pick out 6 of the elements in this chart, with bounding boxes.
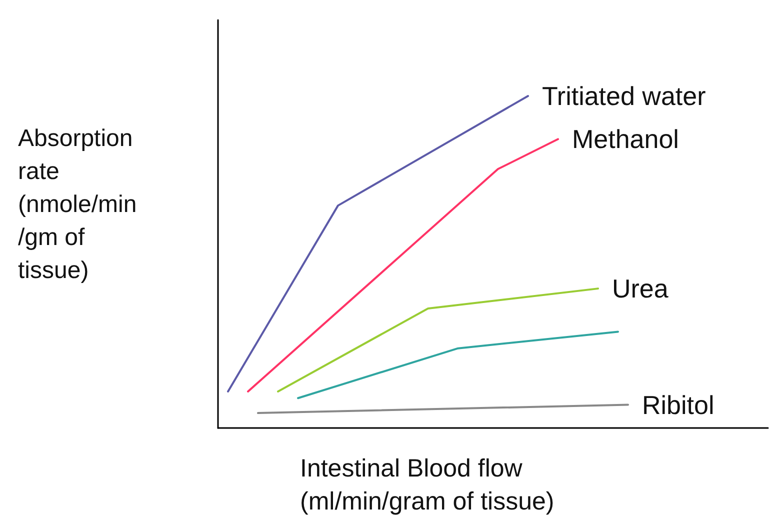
y-axis-title: Absorption rate (nmole/min /gm of tissue) xyxy=(18,125,137,284)
series-label: Ribitol xyxy=(642,390,714,420)
x-axis-title: Intestinal Blood flow (ml/min/gram of tissue) xyxy=(300,454,554,516)
series-label: Methanol xyxy=(572,124,679,154)
series-label: Urea xyxy=(612,274,669,304)
series-label: Tritiated water xyxy=(542,81,706,111)
